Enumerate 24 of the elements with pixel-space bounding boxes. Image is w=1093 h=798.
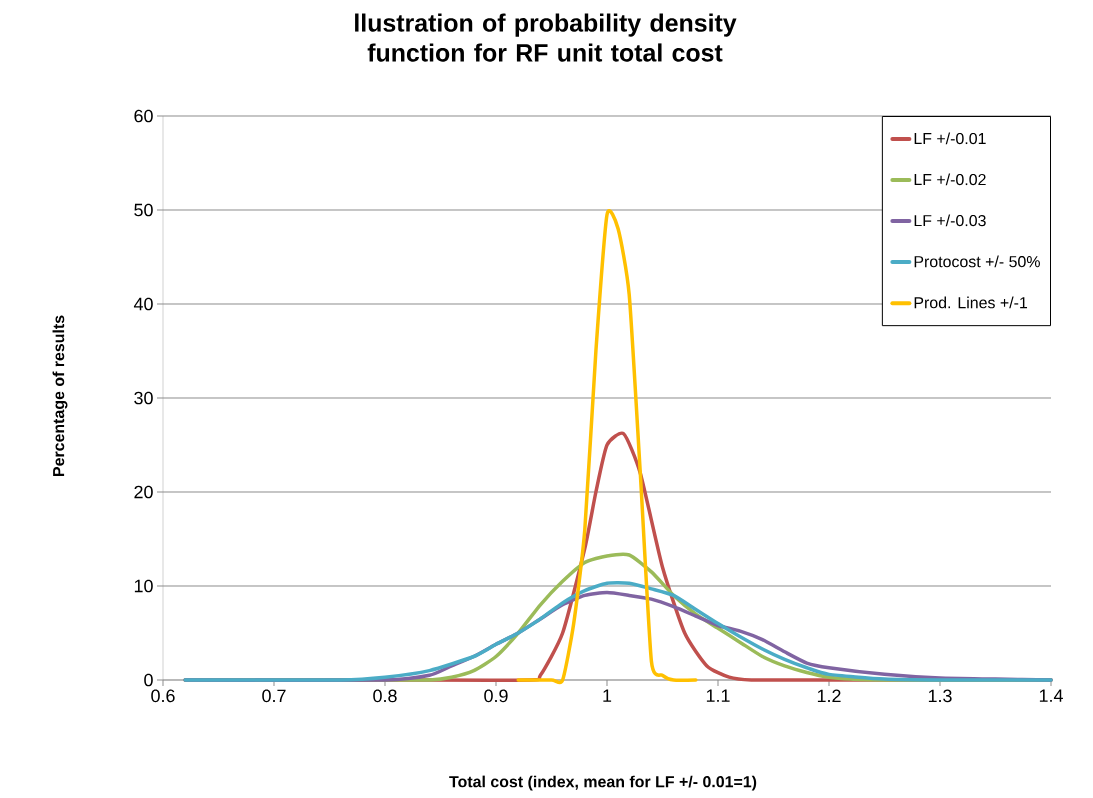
x-tick-label: 1.1 bbox=[706, 689, 730, 702]
x-tick-label: 1 bbox=[603, 689, 612, 702]
x-tick-label: 1.4 bbox=[1039, 689, 1063, 702]
y-tick-label: 30 bbox=[134, 391, 153, 405]
y-tick-label: 40 bbox=[133, 297, 153, 311]
y-tick-label: 0 bbox=[144, 673, 153, 687]
x-tick-label: 1.3 bbox=[928, 689, 952, 703]
legend-label: LF +/-0.03 bbox=[914, 214, 986, 227]
x-tick-label: 1.2 bbox=[817, 689, 841, 703]
y-tick-label: 20 bbox=[134, 485, 153, 499]
x-tick-label: 0.8 bbox=[373, 689, 397, 703]
x-axis-title: Total cost (index, mean for LF +/- 0.01=1) bbox=[449, 775, 757, 791]
legend-label: LF +/-0.02 bbox=[914, 173, 986, 186]
legend-label: Protocost +/- 50% bbox=[914, 255, 1040, 268]
x-tick-label: 0.6 bbox=[151, 689, 175, 703]
y-tick-label: 50 bbox=[134, 203, 153, 217]
legend-label: LF +/-0.01 bbox=[914, 132, 986, 145]
y-axis-title: Percentage of results bbox=[52, 315, 68, 476]
x-tick-label: 0.9 bbox=[484, 689, 508, 703]
chart-title: llustration of probability density function for RF unit total cost bbox=[355, 13, 737, 62]
x-tick-label: 0.7 bbox=[262, 689, 286, 703]
y-tick-label: 60 bbox=[134, 109, 153, 123]
y-tick-label: 10 bbox=[134, 579, 153, 593]
legend-label: Prod. Lines +/-1 bbox=[914, 296, 1028, 309]
